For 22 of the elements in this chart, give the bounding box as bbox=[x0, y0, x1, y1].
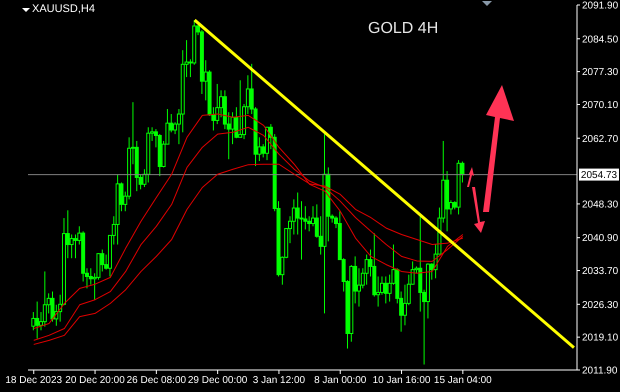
y-tick-label: 2077.30 bbox=[582, 67, 619, 78]
x-tick-label: 3 Jan 12:00 bbox=[252, 375, 306, 386]
text: GOLD 4H bbox=[368, 20, 438, 38]
y-tick-label: 2019.10 bbox=[582, 332, 619, 344]
y-tick-label: 2070.10 bbox=[582, 100, 619, 112]
y-tick-label: 2033.70 bbox=[582, 266, 619, 278]
chart-subtitle: XAUUSD,H4 bbox=[32, 3, 95, 15]
x-tick-label: 10 Jan 16:00 bbox=[372, 375, 431, 386]
y-tick-label: 2011.90 bbox=[582, 366, 618, 377]
y-tick-label: 2026.30 bbox=[582, 300, 619, 311]
x-tick-label: 29 Dec 00:00 bbox=[188, 375, 248, 386]
x-tick-label: 15 Jan 04:00 bbox=[434, 375, 492, 386]
x-tick-label: 26 Dec 08:00 bbox=[126, 375, 187, 386]
x-tick-label: 18 Dec 2023 bbox=[5, 375, 63, 386]
y-tick-label: 2062.70 bbox=[582, 134, 619, 145]
y-tick-label: 2084.50 bbox=[582, 34, 619, 46]
x-tick-label: 8 Jan 00:00 bbox=[314, 375, 367, 386]
x-tick-label: 20 Dec 20:00 bbox=[65, 375, 126, 386]
y-tick-label: 2091.90 bbox=[582, 0, 619, 12]
y-tick-label: 2040.90 bbox=[582, 233, 619, 244]
y-tick-label: 2048.30 bbox=[582, 199, 619, 210]
ref-line-label: 2054.73 bbox=[580, 170, 618, 182]
